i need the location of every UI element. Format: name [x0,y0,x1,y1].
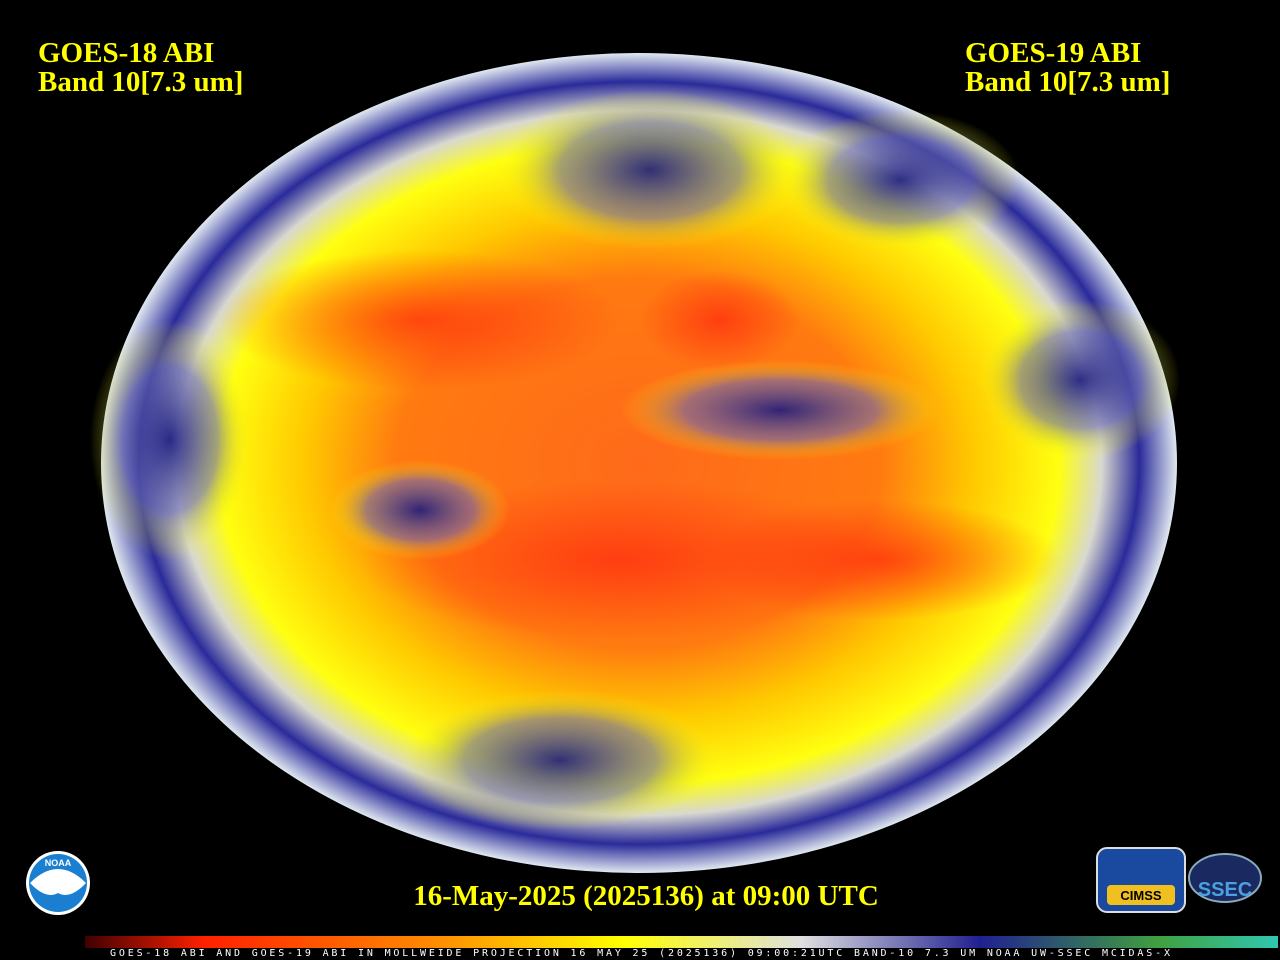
noaa-label: NOAA [45,858,72,868]
right-band: Band 10[7.3 um] [965,66,1170,98]
ssec-logo: SSEC [1188,853,1262,903]
colorbar [85,936,1278,948]
left-band: Band 10[7.3 um] [38,66,243,98]
cimss-label: CIMSS [1120,888,1162,903]
globe-features [90,90,1180,830]
ssec-label: SSEC [1198,879,1252,901]
noaa-logo: NOAA [26,851,90,915]
cimss-logo: CIMSS [1096,847,1186,913]
right-title: GOES-19 ABI [965,37,1141,69]
left-title: GOES-18 ABI [38,37,214,69]
timestamp: 16-May-2025 (2025136) at 09:00 UTC [413,880,879,912]
colorbar-caption: GOES-18 ABI AND GOES-19 ABI IN MOLLWEIDE… [110,948,1170,959]
